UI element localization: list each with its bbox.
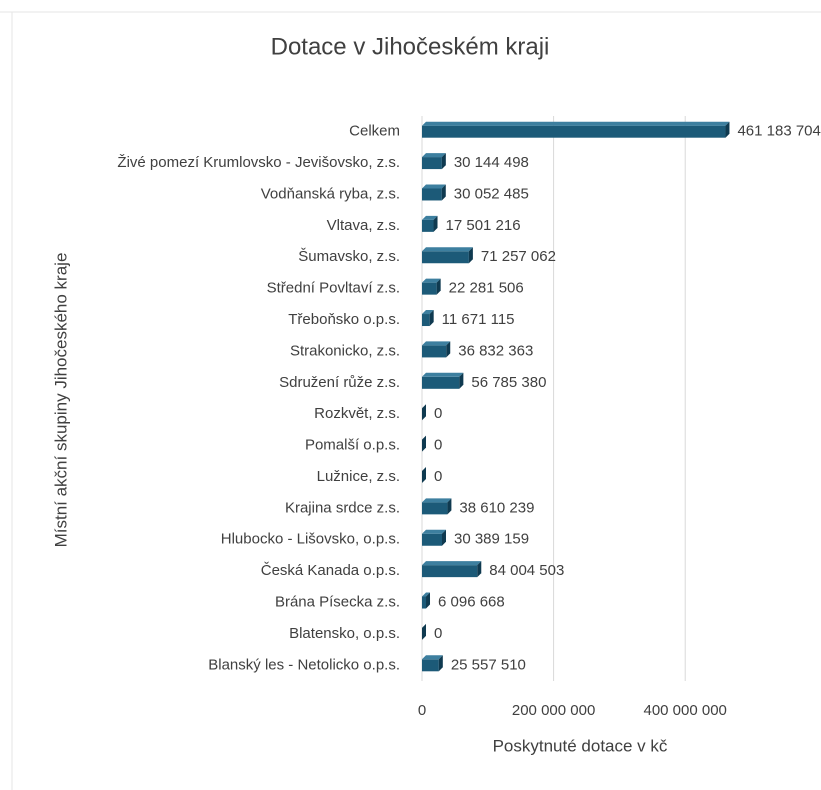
bar	[422, 125, 726, 138]
bar-side-face	[436, 278, 441, 295]
bar-top-face	[422, 184, 446, 189]
bar-top-face	[422, 592, 431, 597]
bar	[422, 502, 448, 515]
y-tick-label: Živé pomezí Krumlovsko - Jevišovsko, z.s…	[117, 154, 400, 171]
value-label: 84 004 503	[489, 562, 564, 579]
bar-top-face	[422, 529, 446, 534]
x-tick-label: 400 000 000	[643, 702, 726, 719]
value-label: 25 557 510	[451, 656, 526, 673]
x-tick-label: 200 000 000	[512, 702, 595, 719]
bar	[422, 314, 430, 327]
bar-side-face	[438, 655, 443, 672]
bar-side-face	[477, 561, 482, 578]
x-axis-label: Poskytnuté dotace v kč	[493, 736, 668, 755]
y-tick-label: Blanský les - Netolicko o.p.s.	[208, 656, 400, 673]
chart-title: Dotace v Jihočeském kraji	[271, 33, 550, 60]
y-tick-label: Třeboňsko o.p.s.	[288, 311, 400, 328]
value-label: 17 501 216	[446, 217, 521, 234]
bar-side-face	[433, 215, 438, 232]
value-label: 30 389 159	[454, 531, 529, 548]
value-label: 0	[434, 625, 442, 642]
y-tick-label: Blatensko, o.p.s.	[289, 625, 400, 642]
value-label: 36 832 363	[458, 342, 533, 359]
y-tick-label: Pomalší o.p.s.	[305, 437, 400, 454]
y-tick-label: Šumavsko, z.s.	[298, 248, 400, 265]
bar	[422, 188, 442, 201]
bar	[422, 219, 434, 232]
bar	[422, 565, 478, 578]
bar-top-face	[422, 498, 452, 503]
bar-side-face	[459, 372, 464, 389]
bar-top-face	[422, 655, 443, 660]
value-label: 56 785 380	[471, 374, 546, 391]
bar-side-face	[441, 153, 446, 170]
y-tick-label: Lužnice, z.s.	[317, 468, 400, 485]
value-label: 6 096 668	[438, 593, 505, 610]
bar-side-face	[429, 310, 434, 327]
bar-top-face	[422, 153, 446, 158]
bar-top-face	[422, 372, 464, 377]
value-label: 0	[434, 468, 442, 485]
bar	[422, 282, 437, 295]
bar	[422, 596, 427, 609]
value-label: 71 257 062	[481, 248, 556, 265]
bar-side-face	[447, 498, 452, 515]
bar-side-face	[426, 592, 431, 609]
bar	[422, 659, 439, 672]
y-tick-label: Vodňanská ryba, z.s.	[261, 185, 400, 202]
bar-side-face	[441, 184, 446, 201]
y-tick-label: Rozkvět, z.s.	[314, 405, 400, 422]
bar-side-face	[422, 404, 426, 421]
bar-top-face	[422, 121, 730, 126]
bar	[422, 251, 469, 264]
y-axis-label: Místní akční skupiny Jihočeského kraje	[51, 253, 70, 548]
y-tick-label: Sdružení růže z.s.	[279, 374, 400, 391]
bar-side-face	[422, 435, 426, 452]
value-label: 0	[434, 405, 442, 422]
x-tick-label: 0	[418, 702, 426, 719]
value-label: 30 144 498	[454, 154, 529, 171]
value-label: 38 610 239	[459, 499, 534, 516]
y-tick-label: Strakonicko, z.s.	[290, 342, 400, 359]
y-tick-label: Česká Kanada o.p.s.	[261, 562, 400, 579]
value-label: 461 183 704	[737, 123, 820, 140]
bar-side-face	[725, 121, 730, 138]
bar-top-face	[422, 215, 438, 220]
y-tick-label: Střední Povltaví z.s.	[267, 280, 400, 297]
bar-side-face	[422, 466, 426, 483]
y-tick-label: Celkem	[349, 123, 400, 140]
value-label: 11 671 115	[442, 311, 515, 328]
bar	[422, 157, 442, 170]
bar	[422, 376, 460, 389]
value-label: 22 281 506	[449, 280, 524, 297]
bar-top-face	[422, 310, 434, 315]
y-tick-label: Krajina srdce z.s.	[285, 499, 400, 516]
y-tick-label: Brána Písecka z.s.	[275, 593, 400, 610]
value-label: 30 052 485	[454, 185, 529, 202]
y-tick-label: Vltava, z.s.	[327, 217, 400, 234]
bar	[422, 345, 447, 358]
bar-side-face	[422, 623, 426, 640]
bar-top-face	[422, 247, 473, 252]
bar-side-face	[468, 247, 473, 264]
bar-side-face	[441, 529, 446, 546]
y-tick-label: Hlubocko - Lišovsko, o.p.s.	[221, 531, 400, 548]
bar-top-face	[422, 561, 482, 566]
bar-top-face	[422, 278, 441, 283]
bar-top-face	[422, 341, 451, 346]
bar	[422, 533, 442, 546]
bar-side-face	[446, 341, 451, 358]
value-label: 0	[434, 437, 442, 454]
